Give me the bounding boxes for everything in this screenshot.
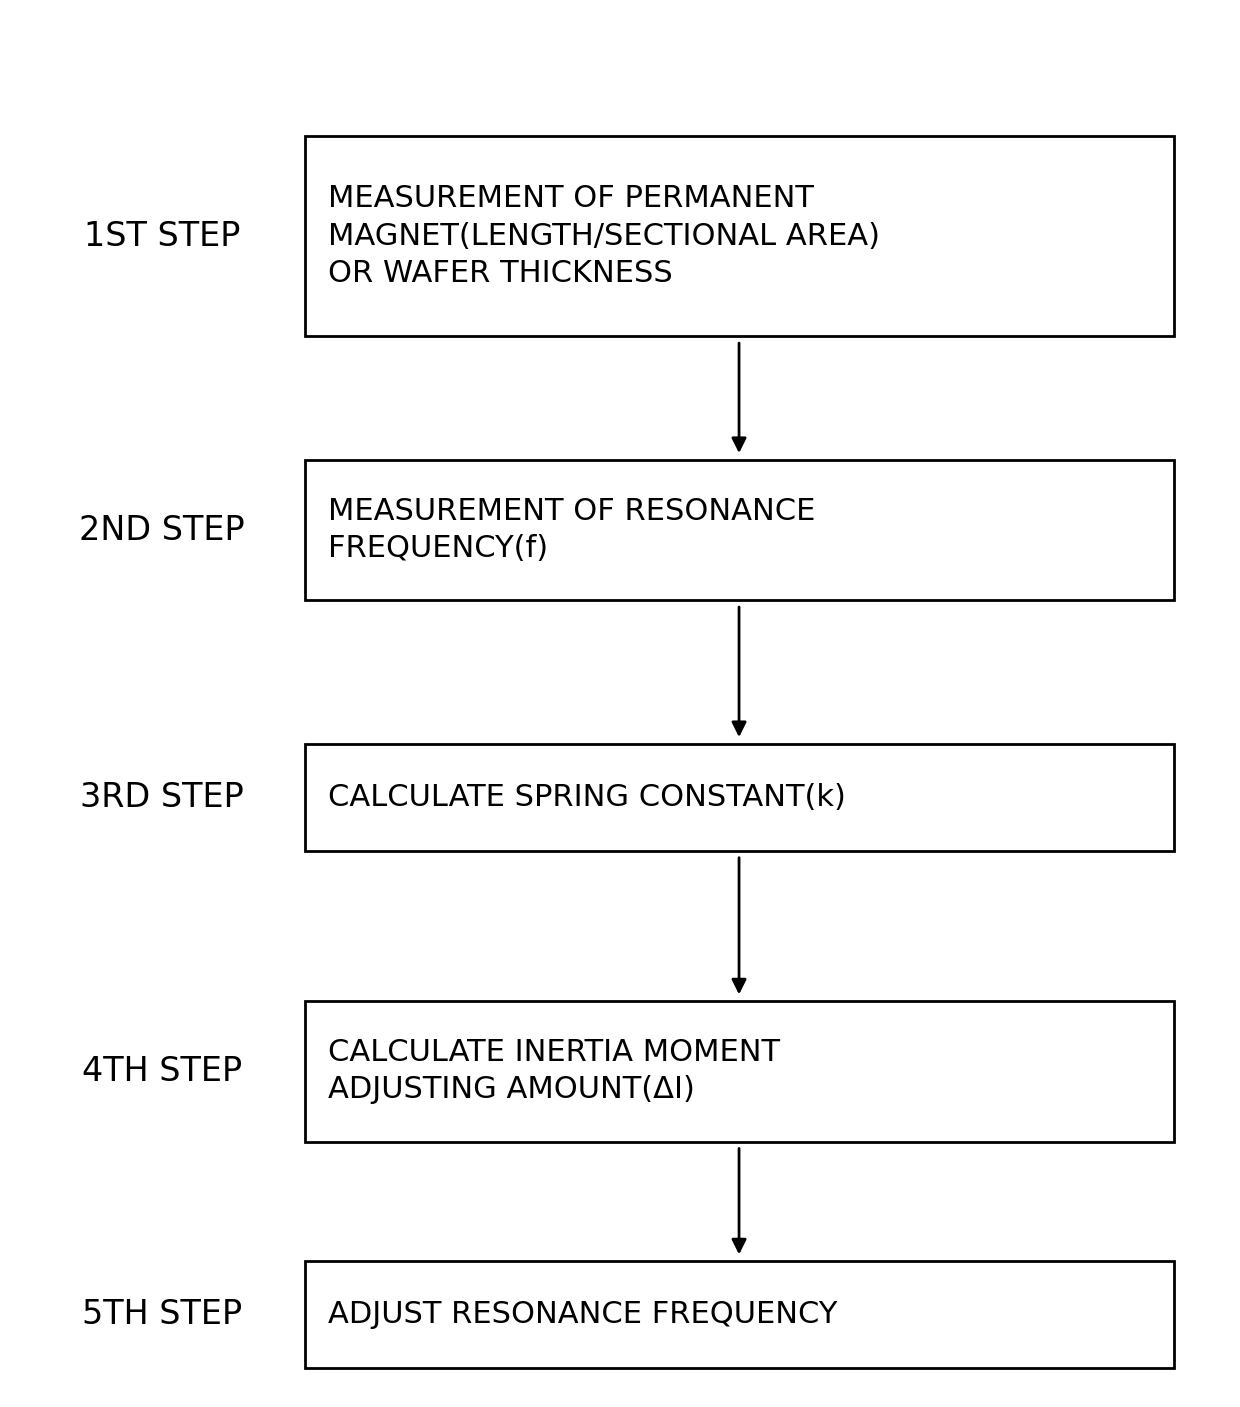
Bar [305,136,1173,336]
Text: MEASUREMENT OF PERMANENT
MAGNET(LENGTH/SECTIONAL AREA)
OR WAFER THICKNESS: MEASUREMENT OF PERMANENT MAGNET(LENGTH/S… [329,184,880,287]
Text: CALCULATE SPRING CONSTANT(k): CALCULATE SPRING CONSTANT(k) [329,782,846,812]
Text: MEASUREMENT OF RESONANCE
FREQUENCY(f): MEASUREMENT OF RESONANCE FREQUENCY(f) [329,497,816,563]
Text: ADJUST RESONANCE FREQUENCY: ADJUST RESONANCE FREQUENCY [329,1300,838,1330]
Text: 4TH STEP: 4TH STEP [82,1055,242,1088]
Bar [305,744,1173,851]
Bar [305,460,1173,601]
Bar [305,1261,1173,1368]
Bar [305,1002,1173,1141]
Text: 3RD STEP: 3RD STEP [79,781,243,813]
Text: 5TH STEP: 5TH STEP [82,1299,242,1331]
Text: 2ND STEP: 2ND STEP [79,514,244,546]
Text: CALCULATE INERTIA MOMENT
ADJUSTING AMOUNT(ΔI): CALCULATE INERTIA MOMENT ADJUSTING AMOUN… [329,1038,780,1104]
Text: 1ST STEP: 1ST STEP [83,219,239,252]
